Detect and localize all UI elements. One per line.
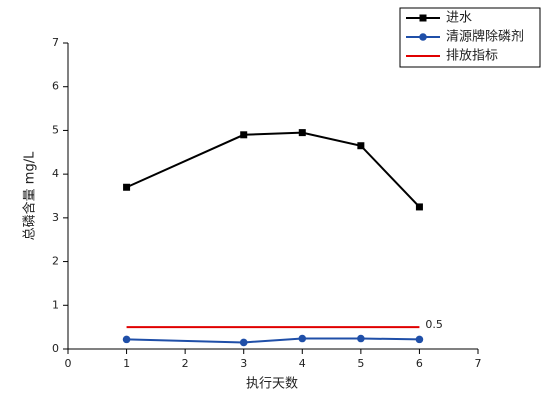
legend-label: 排放指标 [446, 49, 498, 64]
x-tick-label: 4 [299, 357, 306, 370]
x-tick-label: 3 [240, 357, 247, 370]
y-tick-label: 5 [52, 123, 59, 136]
y-tick-label: 1 [52, 298, 59, 311]
y-tick-label: 3 [52, 211, 59, 224]
data-point [357, 334, 365, 343]
y-tick-label: 6 [52, 80, 59, 93]
y-tick-label: 0 [52, 342, 59, 355]
y-tick-label: 7 [52, 36, 59, 49]
x-tick-label: 1 [123, 357, 130, 370]
data-point [239, 338, 248, 347]
x-axis-label: 执行天数 [246, 377, 298, 392]
x-tick-label: 0 [65, 357, 72, 370]
x-tick-label: 2 [182, 357, 189, 370]
legend-marker [419, 14, 427, 22]
legend-label: 清源牌除磷剂 [446, 29, 524, 45]
x-tick-label: 6 [416, 357, 423, 370]
y-tick-label: 4 [52, 167, 59, 180]
legend-label: 进水 [446, 11, 472, 26]
data-point [123, 183, 131, 191]
data-point [240, 131, 248, 139]
x-tick-label: 7 [475, 357, 482, 370]
data-point [298, 129, 306, 137]
y-axis-label: 总磷含量 mg/L [22, 151, 38, 240]
y-tick-label: 2 [52, 255, 59, 268]
x-tick-label: 5 [357, 357, 364, 370]
data-point [415, 203, 423, 211]
data-label: 0.5 [425, 318, 443, 331]
legend-marker [419, 33, 427, 41]
series-line [126, 337, 420, 344]
data-point [122, 335, 131, 344]
data-point [357, 142, 365, 150]
data-point [298, 334, 307, 343]
series-line [126, 131, 421, 208]
data-point [415, 335, 424, 344]
